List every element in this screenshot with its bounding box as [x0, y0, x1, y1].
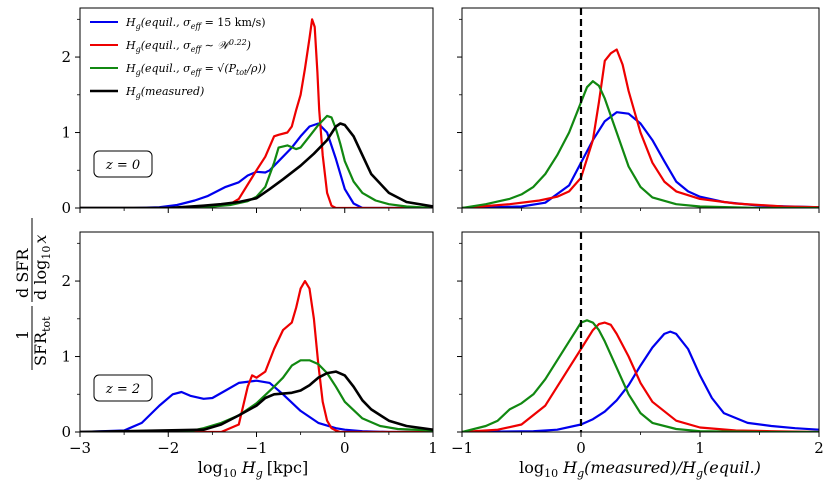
x-tick-label: 0: [340, 439, 350, 457]
y-tick-label: 1: [61, 348, 71, 366]
x-tick-label: 1: [428, 439, 438, 457]
series-line-const: [462, 111, 819, 208]
series-line-measured: [80, 122, 433, 208]
axes-frame: [461, 7, 820, 209]
y-tick-label: 1: [61, 124, 71, 142]
z-label-bottom: z = 2: [93, 374, 153, 402]
panel-bottom-right: −1 0 1 2: [451, 231, 824, 457]
legend-label-measured: Hg(measured): [125, 85, 204, 100]
axes-frame: [79, 7, 434, 209]
x-tick-label: −2: [157, 439, 179, 457]
ylabel-frac2-num: d SFR: [13, 248, 32, 298]
x-tick-label: 1: [695, 439, 705, 457]
z-label-top: z = 0: [93, 150, 153, 178]
x-axis-label-right: log10 Hg(measured)/Hg(equil.): [519, 458, 761, 480]
series-line-w: [462, 321, 819, 432]
y-tick-label: 2: [61, 48, 71, 66]
y-tick-label: 0: [61, 423, 71, 441]
y-tick-label: 0: [61, 199, 71, 217]
series-line-w: [80, 18, 433, 208]
legend: Hg(equil., σeff = 15 km/s) Hg(equil., σe…: [90, 16, 266, 100]
panel-bottom-left: −3 −2 −1 0 1 0 1 2: [61, 231, 438, 457]
ylabel-frac2-den: d log10x: [31, 235, 53, 300]
svg-text:z = 0: z = 0: [105, 158, 140, 173]
series-line-p: [80, 359, 433, 432]
x-axis-label-left: log10 Hg [kpc]: [198, 458, 308, 480]
panel-top-right: [457, 7, 820, 213]
series-line-measured: [80, 370, 433, 432]
legend-label-w: Hg(equil., σeff ∼ 𝒲0.22): [125, 38, 251, 54]
x-tick-label: 0: [576, 439, 586, 457]
x-tick-label: 2: [814, 439, 824, 457]
x-tick-label: −1: [451, 439, 473, 457]
x-tick-label: −3: [69, 439, 91, 457]
series-line-w: [80, 280, 433, 432]
legend-label-const: Hg(equil., σeff = 15 km/s): [125, 16, 266, 31]
y-tick-label: 2: [61, 272, 71, 290]
panel-top-left: 0 1 2: [61, 7, 434, 217]
ylabel-frac1-num: 1: [13, 330, 32, 340]
svg-text:z = 2: z = 2: [105, 382, 140, 397]
ylabel-frac1-den: SFRtot: [31, 316, 53, 366]
axes-frame: [461, 231, 820, 433]
series-line-p: [462, 80, 819, 208]
legend-label-p: Hg(equil., σeff = √(Ptot/ρ)): [125, 62, 266, 77]
y-axis-label: 1 SFRtot d SFR d log10x: [13, 218, 53, 370]
series-line-const: [80, 379, 433, 432]
series-line-p: [462, 319, 819, 432]
x-tick-label: −1: [245, 439, 267, 457]
series-line-const: [80, 122, 433, 208]
series-line-w: [462, 48, 819, 208]
series-line-const: [462, 330, 819, 432]
